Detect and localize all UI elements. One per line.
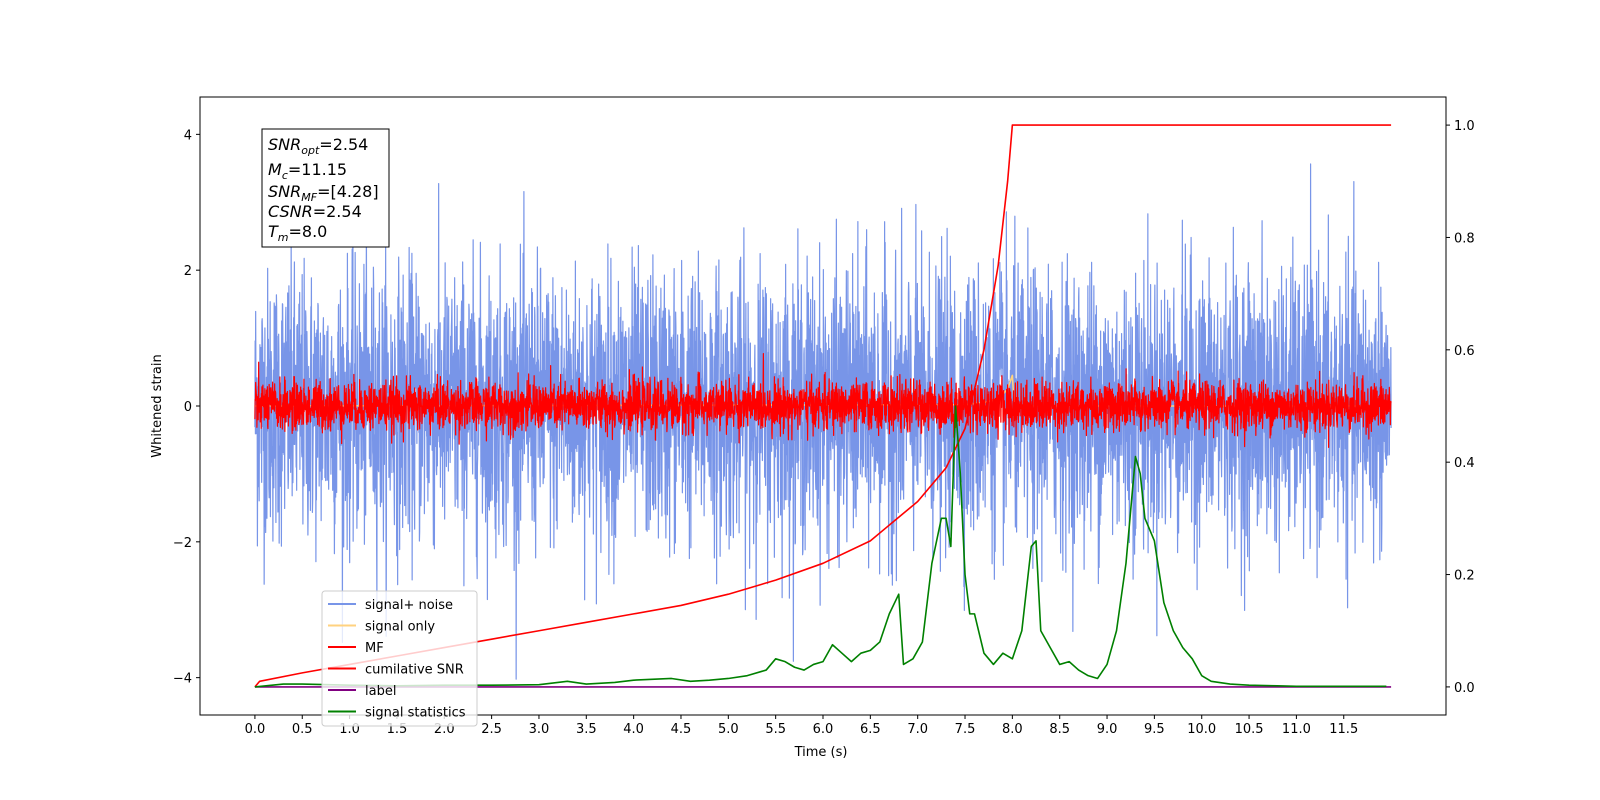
- legend-label: signal statistics: [365, 706, 466, 721]
- y-tick-label: −2: [173, 536, 192, 551]
- x-tick-label: 4.0: [623, 722, 644, 737]
- y-right-tick-label: 1.0: [1454, 119, 1475, 134]
- info-mc: Mc=11.15: [268, 160, 347, 182]
- x-tick-label: 8.5: [1049, 722, 1070, 737]
- legend-label: signal only: [365, 620, 435, 635]
- y-tick-label: 0: [184, 400, 192, 415]
- legend-label: label: [365, 684, 396, 699]
- x-tick-label: 5.0: [718, 722, 739, 737]
- info-csnr: CSNR=2.54: [268, 202, 362, 221]
- y-tick-label: 4: [184, 128, 192, 143]
- series-5-line: [254, 405, 1387, 688]
- info-snr-opt: SNRopt=2.54: [268, 135, 368, 157]
- legend-label: signal+ noise: [365, 598, 453, 613]
- y-right-tick-label: 0.8: [1454, 231, 1475, 246]
- x-tick-label: 0.0: [245, 722, 266, 737]
- y-tick-label: 2: [184, 264, 192, 279]
- x-tick-label: 8.0: [1002, 722, 1023, 737]
- y-right-tick-label: 0.6: [1454, 344, 1475, 359]
- info-box-frame: [261, 128, 390, 248]
- info-snr-mf: SNRMF=[4.28]: [268, 182, 379, 204]
- x-tick-label: 11.0: [1282, 722, 1311, 737]
- y-right-tick-label: 0.4: [1454, 456, 1475, 471]
- x-axis-label: Time (s): [794, 745, 848, 760]
- y-axis-right: 1.0 0.8 0.6 0.4 0.2 0.0: [1446, 119, 1475, 696]
- x-tick-label: 3.5: [576, 722, 597, 737]
- y-right-tick-label: 0.0: [1454, 681, 1475, 696]
- x-tick-label: 4.5: [671, 722, 692, 737]
- legend: signal+ noise signal only MF cumilative SNR…: [321, 590, 478, 727]
- x-tick-label: 0.5: [292, 722, 313, 737]
- info-box: SNRopt=2.54 Mc=11.15 SNRMF=[4.28] CSNR=2…: [261, 128, 390, 248]
- x-tick-label: 7.0: [907, 722, 928, 737]
- y-axis-left: 4 2 0 −2 −4: [173, 128, 200, 687]
- legend-label: cumilative SNR: [365, 663, 464, 678]
- x-tick-label: 2.5: [481, 722, 502, 737]
- y-tick-label: −4: [173, 672, 192, 687]
- legend-frame: [321, 590, 478, 727]
- x-tick-label: 3.0: [529, 722, 550, 737]
- x-tick-label: 6.5: [860, 722, 881, 737]
- x-tick-label: 9.5: [1144, 722, 1165, 737]
- x-tick-label: 9.0: [1097, 722, 1118, 737]
- x-tick-label: 10.0: [1187, 722, 1216, 737]
- legend-label: MF: [365, 641, 384, 656]
- x-tick-label: 6.0: [813, 722, 834, 737]
- info-tm: Tm=8.0: [268, 222, 327, 244]
- x-tick-label: 10.5: [1235, 722, 1264, 737]
- x-tick-label: 7.5: [955, 722, 976, 737]
- x-tick-label: 11.5: [1329, 722, 1358, 737]
- series-2-line: [254, 353, 1392, 448]
- y-right-tick-label: 0.2: [1454, 569, 1475, 584]
- y-axis-label: Whitened strain: [150, 354, 165, 457]
- x-tick-label: 5.5: [765, 722, 786, 737]
